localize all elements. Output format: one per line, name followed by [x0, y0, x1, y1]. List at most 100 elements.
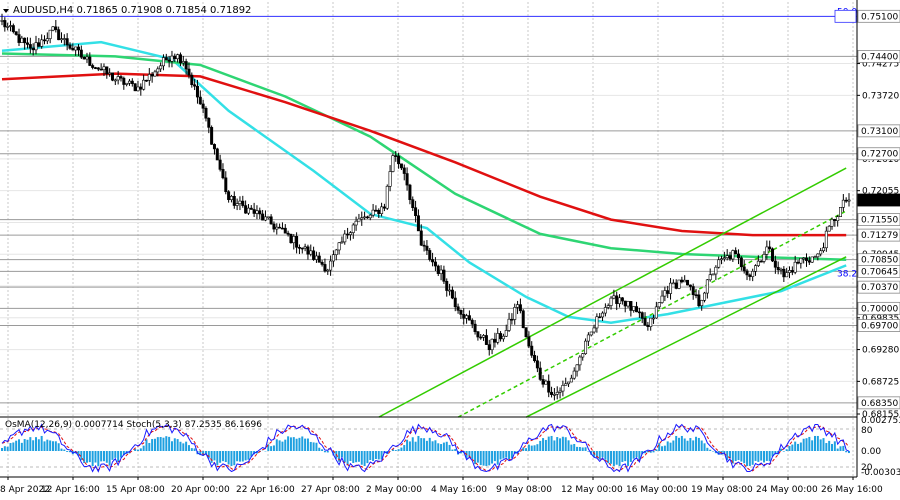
candle-body — [501, 335, 505, 340]
candle-body — [802, 257, 806, 260]
candle-body — [74, 46, 78, 51]
candle-body — [533, 355, 537, 362]
candle-body — [51, 26, 55, 31]
osma-bar — [105, 451, 108, 463]
osma-bar — [448, 444, 451, 451]
osma-bar — [406, 439, 409, 451]
candle-body — [142, 79, 146, 90]
osma-bar — [340, 451, 343, 458]
candle-body — [215, 148, 219, 161]
osma-bar — [346, 451, 349, 466]
osma-bar — [145, 439, 148, 451]
price-tick-label: 0.73720 — [862, 91, 899, 101]
candle-body — [62, 38, 66, 40]
candle-body — [221, 169, 225, 179]
candle-body — [688, 284, 692, 287]
candle-body — [768, 246, 772, 250]
osma-bar — [34, 437, 37, 451]
candle-body — [550, 391, 554, 395]
candle-body — [20, 37, 24, 43]
candle-body — [558, 390, 562, 393]
osma-bar — [151, 439, 154, 451]
osma-bar — [360, 451, 363, 465]
osma-bar — [6, 446, 9, 451]
osma-bar — [629, 451, 632, 462]
osma-bar — [706, 447, 709, 451]
candle-body — [731, 250, 735, 260]
candle-body — [527, 336, 531, 347]
candle-body — [144, 79, 148, 82]
candle-body — [677, 279, 681, 289]
osma-bar — [782, 451, 785, 452]
price-level-box — [857, 319, 900, 332]
candle-body — [173, 55, 177, 60]
candle-body — [136, 86, 140, 92]
osma-bar — [207, 451, 210, 459]
osma-bar — [394, 450, 397, 451]
osma-bar — [624, 451, 627, 462]
candle-body — [317, 255, 321, 263]
osma-bar — [391, 449, 394, 451]
osma-bar — [185, 441, 188, 451]
candle-body — [99, 68, 103, 71]
candle-body — [113, 79, 117, 82]
osma-bar — [802, 438, 805, 451]
candle-body — [578, 356, 582, 366]
osma-bar — [493, 451, 496, 462]
candle-body — [263, 216, 267, 221]
candle-body — [331, 254, 335, 262]
dropdown-arrow-icon[interactable] — [3, 9, 9, 13]
osma-bar — [411, 437, 414, 451]
candle-body — [45, 38, 49, 42]
candle-body — [663, 290, 667, 297]
candle-body — [218, 159, 222, 170]
candle-body — [31, 47, 35, 51]
channel-lower — [525, 256, 847, 418]
oscillator-tick-label: 0.002753 — [861, 416, 900, 426]
candle-body — [779, 268, 783, 271]
price-level-label: 0.72700 — [861, 150, 898, 160]
osma-bar — [312, 442, 315, 451]
osma-bar — [278, 440, 281, 451]
candle-body — [680, 279, 684, 283]
osma-bar — [488, 451, 491, 466]
osma-bar — [77, 451, 80, 457]
osma-bar — [247, 451, 250, 460]
osma-bar — [819, 439, 822, 451]
candle-body — [300, 247, 304, 250]
candle-body — [382, 206, 386, 209]
candle-body — [255, 210, 259, 214]
candle-body — [11, 25, 15, 32]
candle-body — [484, 335, 488, 345]
candle-body — [496, 333, 500, 343]
candle-body — [8, 25, 12, 27]
candle-body — [819, 250, 823, 255]
candle-body — [193, 84, 197, 87]
candle-body — [425, 245, 429, 251]
candle-body — [201, 103, 205, 109]
candle-body — [499, 333, 503, 340]
candle-body — [190, 74, 194, 86]
osma-bar — [213, 451, 216, 461]
candle-body — [14, 31, 18, 35]
candle-body — [377, 209, 381, 214]
candle-body — [765, 246, 769, 255]
osma-bar — [272, 445, 275, 451]
candle-body — [705, 279, 709, 294]
candle-body — [110, 72, 114, 81]
osma-bar — [408, 441, 411, 451]
osma-bar — [12, 442, 15, 451]
candle-body — [510, 318, 514, 321]
candle-body — [258, 210, 262, 215]
candle-body — [309, 250, 313, 255]
osma-bar — [267, 444, 270, 451]
candle-body — [603, 307, 607, 314]
candle-body — [161, 57, 165, 67]
candle-body — [473, 323, 477, 332]
candle-body — [153, 71, 157, 77]
candle-body — [292, 236, 296, 244]
candle-body — [82, 56, 86, 60]
osma-bar — [584, 447, 587, 451]
osma-bar — [564, 437, 567, 451]
